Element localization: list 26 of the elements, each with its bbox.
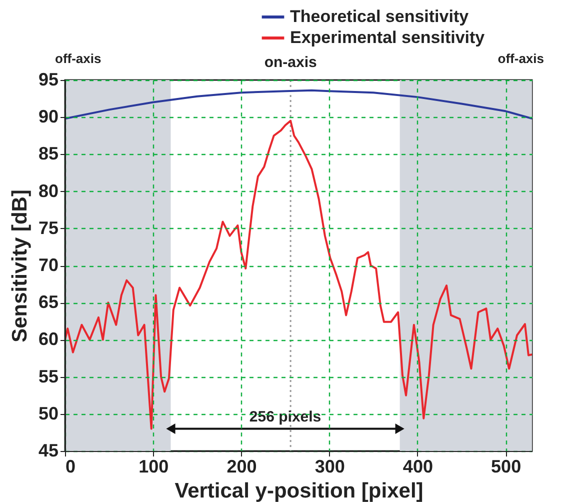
x-tick-label: 400	[402, 456, 433, 476]
legend-label: Theoretical sensitivity	[290, 7, 470, 26]
x-tick-label: 300	[314, 456, 345, 476]
line-series	[65, 120, 532, 430]
band-label: off-axis	[498, 51, 544, 66]
y-tick-label: 95	[38, 70, 58, 90]
x-tick-label: 0	[66, 456, 76, 476]
ref-line-label: on-axis	[264, 54, 317, 71]
y-tick-label: 55	[38, 366, 58, 386]
legend-label: Experimental sensitivity	[290, 28, 486, 47]
y-tick-label: 60	[38, 329, 58, 350]
band-label: off-axis	[55, 51, 102, 66]
y-tick-label: 75	[38, 218, 58, 238]
y-tick-label: 80	[38, 180, 58, 201]
y-tick-label: 65	[38, 292, 58, 312]
x-axis-title: Vertical y-position [pixel]	[174, 480, 424, 502]
y-tick-label: 50	[38, 403, 58, 424]
x-tick-label: 200	[226, 456, 257, 476]
y-tick-label: 90	[38, 106, 58, 127]
x-tick-label: 500	[491, 456, 522, 476]
y-tick-label: 45	[38, 440, 58, 460]
x-tick-label: 100	[138, 456, 169, 476]
y-tick-label: 85	[38, 144, 58, 164]
y-axis-title: Sensitivity [dB]	[8, 190, 32, 342]
line-series	[65, 89, 532, 120]
y-tick-label: 70	[38, 255, 58, 275]
